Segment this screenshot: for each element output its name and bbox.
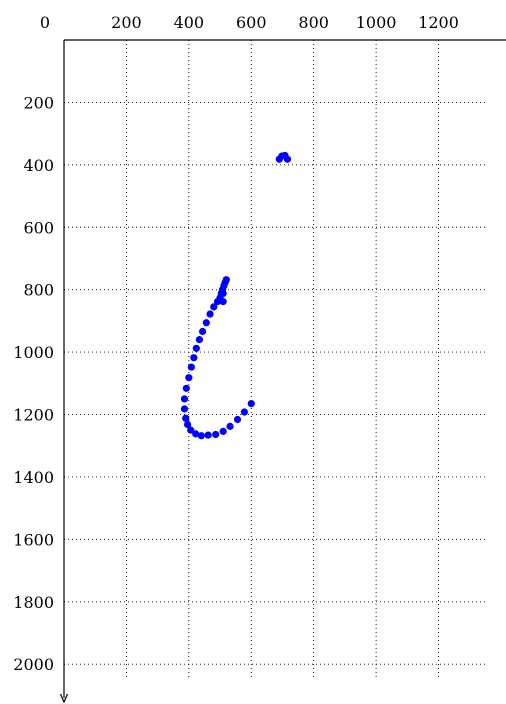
x-tick-label: 600 bbox=[236, 13, 267, 32]
y-tick-label: 400 bbox=[23, 156, 54, 175]
data-point bbox=[192, 430, 200, 438]
data-point bbox=[182, 414, 190, 422]
data-point bbox=[180, 395, 189, 403]
data-point bbox=[185, 374, 193, 382]
x-tick-label: 1000 bbox=[356, 13, 397, 32]
data-point bbox=[226, 422, 234, 430]
data-point bbox=[195, 336, 204, 344]
y-tick-label: 2000 bbox=[13, 655, 54, 674]
x-tick-labels: 0 200 400 600 800 1000 1200 bbox=[40, 13, 459, 32]
data-point bbox=[210, 303, 218, 311]
x-tick-label: 1200 bbox=[418, 13, 459, 32]
y-axis-arrow-icon bbox=[59, 693, 69, 704]
data-point bbox=[198, 327, 207, 336]
grid bbox=[64, 40, 486, 678]
y-tick-labels: 200 400 600 800 1000 1200 1400 1600 1800 2000 bbox=[13, 93, 54, 674]
y-tick-label: 1000 bbox=[13, 343, 54, 362]
data-point bbox=[202, 319, 210, 327]
data-point bbox=[206, 310, 214, 318]
data-point bbox=[233, 415, 242, 424]
x-tick-label: 200 bbox=[111, 13, 142, 32]
data-point bbox=[212, 430, 220, 439]
data-point bbox=[213, 297, 222, 306]
y-tick-label: 1600 bbox=[13, 530, 54, 549]
y-tick-label: 200 bbox=[23, 93, 54, 112]
data-point bbox=[182, 384, 190, 392]
data-point bbox=[219, 427, 227, 435]
data-point bbox=[187, 363, 195, 371]
data-point bbox=[180, 405, 189, 413]
x-tick-label: 400 bbox=[174, 13, 205, 32]
data-point bbox=[197, 432, 205, 440]
data-point bbox=[247, 400, 255, 408]
data-point bbox=[192, 344, 200, 352]
y-tick-label: 1200 bbox=[13, 406, 54, 425]
data-point bbox=[283, 155, 292, 163]
y-tick-label: 600 bbox=[23, 218, 54, 237]
data-point bbox=[204, 431, 212, 439]
y-tick-label: 1800 bbox=[13, 593, 54, 612]
data-point bbox=[240, 408, 248, 416]
y-tick-label: 1400 bbox=[13, 468, 54, 487]
data-point bbox=[190, 354, 198, 362]
data-points bbox=[180, 151, 292, 440]
data-point bbox=[187, 426, 195, 434]
x-tick-label: 0 bbox=[40, 13, 50, 32]
data-point bbox=[219, 297, 227, 306]
x-tick-label: 800 bbox=[298, 13, 329, 32]
data-point bbox=[183, 420, 192, 429]
axes bbox=[59, 39, 506, 704]
y-tick-label: 800 bbox=[23, 281, 54, 300]
